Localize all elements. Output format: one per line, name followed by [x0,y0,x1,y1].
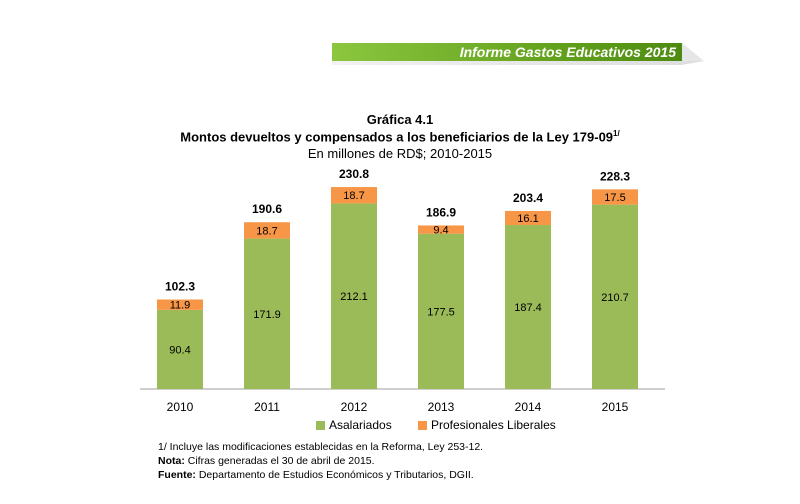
subtitle-text: Montos devueltos y compensados a los ben… [180,129,614,145]
data-label-asalariados: 212.1 [340,291,368,303]
bar-profesionales [157,299,203,310]
report-header: Informe Gastos Educativos 2015 [332,43,682,61]
data-label-total: 186.9 [426,205,456,219]
legend-item-asalariados: Asalariados [316,418,392,432]
data-label-total: 190.6 [252,202,282,216]
bar-profesionales [331,187,377,204]
footnote: 1/ Incluye las modificaciones establecid… [158,441,484,453]
legend-label: Profesionales Liberales [431,418,556,432]
source-label: Fuente: [158,469,196,481]
bar-asalariados [244,238,290,389]
bar-asalariados [157,309,203,389]
legend-item-profesionales: Profesionales Liberales [418,418,556,432]
data-label-profesionales: 18.7 [256,225,277,237]
bar-asalariados [505,225,551,389]
chart-subtitle: Montos devueltos y compensados a los ben… [0,129,800,144]
data-label-asalariados: 210.7 [601,292,629,304]
subtitle-superscript: 1/ [613,129,620,138]
note: Nota: Cifras generadas el 30 de abril de… [158,455,375,467]
legend-swatch [418,420,427,430]
x-tick-label: 2013 [428,400,455,414]
x-tick-label: 2015 [602,400,629,414]
data-label-asalariados: 187.4 [514,302,542,314]
data-label-total: 203.4 [513,191,543,205]
bar-profesionales [505,210,551,226]
legend-swatch [316,420,325,430]
x-tick-label: 2014 [515,400,542,414]
data-label-total: 230.8 [339,167,369,181]
bar-asalariados [592,204,638,389]
x-tick-label: 2012 [341,400,368,414]
note-text: Cifras generadas el 30 de abril de 2015. [184,455,375,467]
data-label-total: 102.3 [165,279,195,293]
data-label-profesionales: 18.7 [343,190,364,202]
data-label-asalariados: 90.4 [169,344,190,356]
x-tick-label: 2010 [167,400,194,414]
bar-profesionales [592,189,638,205]
legend-label: Asalariados [329,418,392,432]
data-label-profesionales: 16.1 [517,213,538,225]
data-label-profesionales: 11.9 [170,300,191,312]
data-label-profesionales: 9.4 [433,225,448,237]
data-label-total: 228.3 [600,169,630,183]
note-label: Nota: [158,455,185,467]
source-text: Departamento de Estudios Económicos y Tr… [195,469,474,481]
bar-asalariados [331,203,377,389]
bar-profesionales [418,225,464,234]
chart-units: En millones de RD$; 2010-2015 [307,146,493,161]
x-tick-label: 2011 [254,400,280,414]
source: Fuente: Departamento de Estudios Económi… [158,469,474,481]
chart-title: Gráfica 4.1 [366,112,434,127]
data-label-profesionales: 17.5 [604,192,625,204]
bar-asalariados [418,233,464,389]
bar-profesionales [244,222,290,239]
header-shadow [332,61,704,65]
data-label-asalariados: 171.9 [253,309,281,321]
data-label-asalariados: 177.5 [427,306,455,318]
